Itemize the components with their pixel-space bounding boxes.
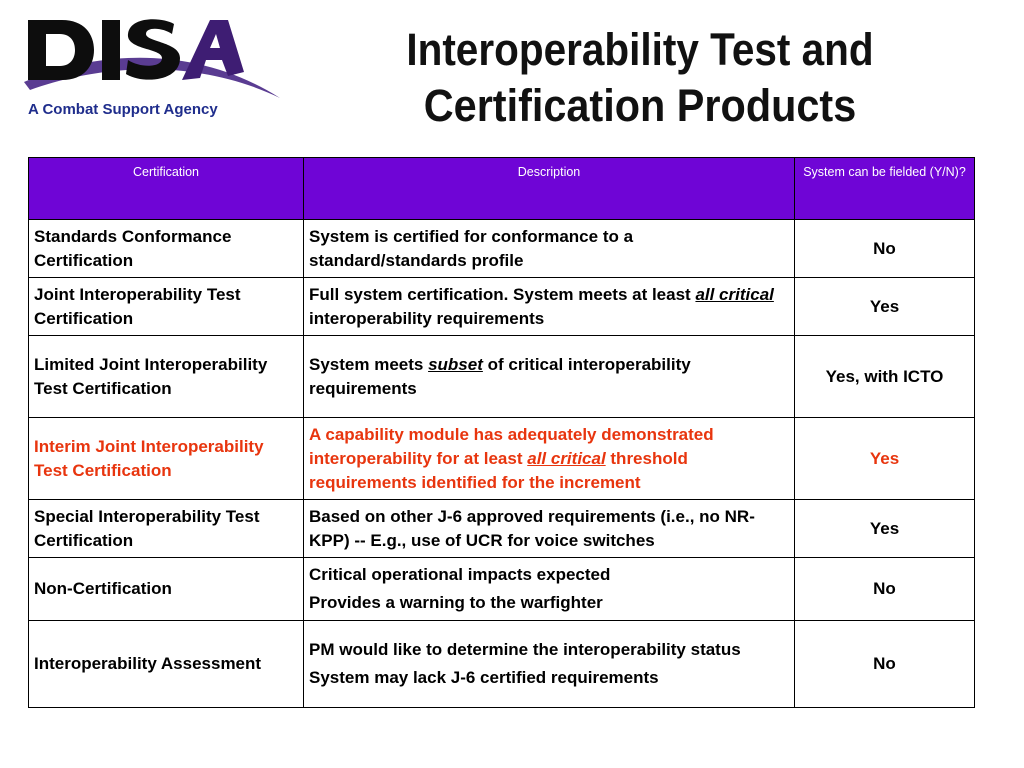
description-text: System meets: [309, 354, 429, 374]
certification-cell: Limited Joint Interoperability Test Cert…: [28, 335, 304, 418]
description-text: A capability module has adequately demon…: [309, 424, 714, 468]
column-header-description: Description: [303, 157, 795, 220]
fielded-cell: No: [794, 620, 975, 708]
table-row: Joint Interoperability Test Certificatio…: [28, 277, 975, 336]
logo-letter-d: [28, 20, 94, 80]
description-line: PM would like to determine the interoper…: [309, 640, 741, 659]
table-row: Standards Conformance Certification Syst…: [28, 219, 975, 278]
certification-cell: Non-Certification: [28, 557, 304, 621]
table-row: Non-Certification Critical operational i…: [28, 557, 975, 621]
description-cell: A capability module has adequately demon…: [303, 417, 795, 500]
description-cell: System meets subset of critical interope…: [303, 335, 795, 418]
title-line-2: Certification Products: [423, 80, 857, 131]
description-text: interoperability requirements: [309, 308, 545, 328]
table-row: Interoperability Assessment PM would lik…: [28, 620, 975, 708]
description-cell: Critical operational impacts expected Pr…: [303, 557, 795, 621]
fielded-cell: No: [794, 557, 975, 621]
description-text: Full system certification. System meets …: [309, 284, 696, 304]
certification-cell: Interoperability Assessment: [28, 620, 304, 708]
logo-letter-a: [182, 20, 244, 80]
fielded-cell: Yes: [794, 417, 975, 500]
certification-cell: Standards Conformance Certification: [28, 219, 304, 278]
agency-tagline: A Combat Support Agency: [28, 101, 218, 118]
description-cell: System is certified for conformance to a…: [303, 219, 795, 278]
certification-cell: Special Interoperability Test Certificat…: [28, 499, 304, 558]
fielded-cell: Yes: [794, 277, 975, 336]
description-emphasis: subset: [428, 354, 483, 374]
description-emphasis: all critical: [527, 448, 606, 468]
certification-cell: Joint Interoperability Test Certificatio…: [28, 277, 304, 336]
table-row: Limited Joint Interoperability Test Cert…: [28, 335, 975, 418]
disa-logo-mark: [24, 19, 280, 98]
page-title: Interoperability Test and Certification …: [300, 22, 980, 134]
description-emphasis: all critical: [695, 284, 774, 304]
description-text: threshold requirements identified for th…: [309, 448, 688, 492]
logo-letter-i: [102, 20, 120, 80]
certification-products-table: Certification Description System can be …: [28, 157, 975, 708]
fielded-cell: Yes: [794, 499, 975, 558]
logo-letter-s: [126, 19, 180, 80]
table-header-row: Certification Description System can be …: [28, 157, 975, 220]
column-header-certification: Certification: [28, 157, 304, 220]
certification-cell: Interim Joint Interoperability Test Cert…: [28, 417, 304, 500]
description-cell: Full system certification. System meets …: [303, 277, 795, 336]
description-line: System may lack J-6 certified requiremen…: [309, 668, 659, 687]
fielded-cell: No: [794, 219, 975, 278]
table-row: Special Interoperability Test Certificat…: [28, 499, 975, 558]
title-line-1: Interoperability Test and: [406, 24, 874, 75]
description-cell: Based on other J-6 approved requirements…: [303, 499, 795, 558]
description-cell: PM would like to determine the interoper…: [303, 620, 795, 708]
description-text: of critical interoperability requirement…: [309, 354, 691, 398]
table-row-highlighted: Interim Joint Interoperability Test Cert…: [28, 417, 975, 500]
fielded-cell: Yes, with ICTO: [794, 335, 975, 418]
description-line: Provides a warning to the warfighter: [309, 593, 603, 612]
disa-logo: [22, 12, 284, 127]
description-line: Critical operational impacts expected: [309, 565, 611, 584]
column-header-fielded: System can be fielded (Y/N)?: [794, 157, 975, 220]
